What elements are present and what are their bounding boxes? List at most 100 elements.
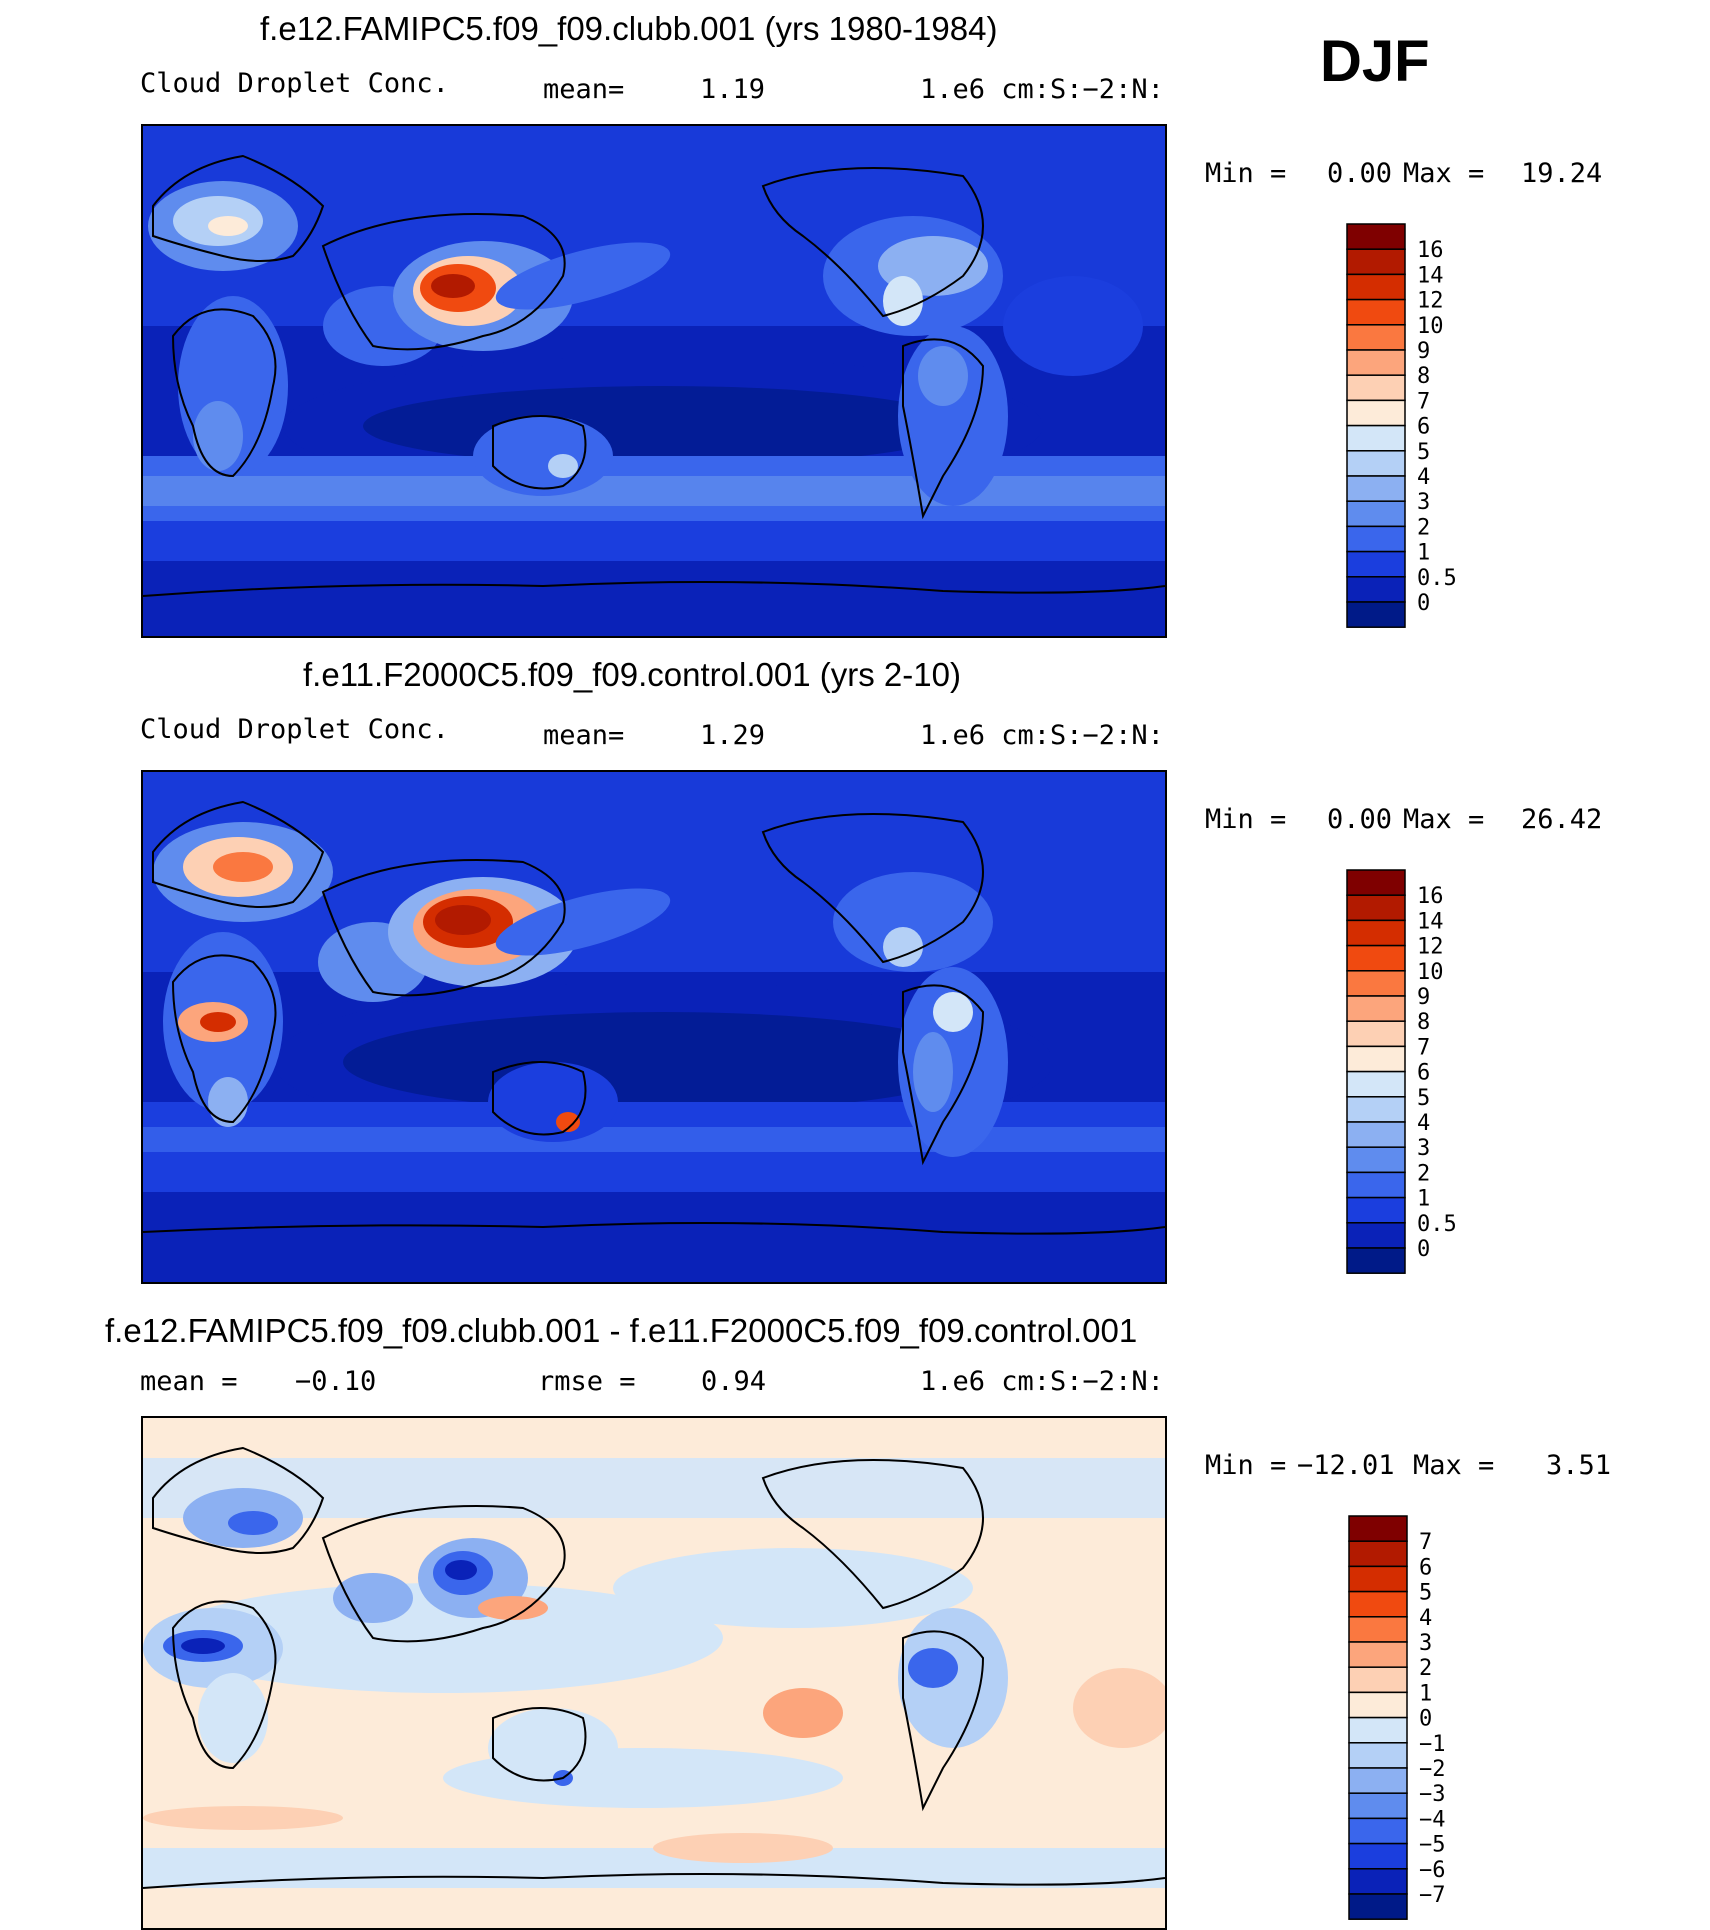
colorbar-swatch xyxy=(1346,869,1406,896)
colorbar-swatch xyxy=(1346,500,1406,528)
panel-2-min-value: 0.00 xyxy=(1327,804,1393,835)
panel-1-units: 1.e6 cm:S:−2:N: xyxy=(920,74,1164,105)
panel-3-rmse-label: rmse = xyxy=(538,1366,636,1397)
panel-1-map-svg xyxy=(143,126,1165,636)
colorbar-tick-label: 5 xyxy=(1417,440,1430,465)
colorbar-swatch xyxy=(1348,1716,1408,1744)
colorbar-swatch xyxy=(1348,1590,1408,1618)
colorbar-swatch xyxy=(1346,995,1406,1022)
colorbar-tick-label: 16 xyxy=(1417,238,1444,263)
colorbar-tick-label: 5 xyxy=(1417,1086,1430,1111)
colorbar-swatch xyxy=(1348,1616,1408,1643)
panel-2-mean-label: mean= xyxy=(543,720,625,751)
panel-2-max-label: Max = xyxy=(1403,804,1485,835)
panel-2-max-value: 26.42 xyxy=(1521,804,1603,835)
colorbar-tick-label: 12 xyxy=(1417,935,1444,960)
colorbar-swatch xyxy=(1348,1691,1408,1719)
colorbar-swatch xyxy=(1346,1020,1406,1048)
colorbar-swatch xyxy=(1348,1742,1408,1769)
colorbar-swatch xyxy=(1346,298,1406,326)
colorbar-tick-label: 1 xyxy=(1417,1187,1430,1212)
colorbar-tick-label: 14 xyxy=(1417,263,1444,288)
colorbar-swatch xyxy=(1346,1121,1406,1148)
season-label: DJF xyxy=(1320,29,1430,94)
panel-2-variable: Cloud Droplet Conc. xyxy=(140,714,449,745)
colorbar-tick-label: 16 xyxy=(1417,884,1444,909)
colorbar-swatch xyxy=(1346,475,1406,502)
colorbar-tick-label: 7 xyxy=(1419,1530,1432,1555)
colorbar-tick-label: 7 xyxy=(1417,389,1430,414)
colorbar-swatch xyxy=(1346,576,1406,603)
colorbar-swatch xyxy=(1346,450,1406,477)
panel-3-title: f.e12.FAMIPC5.f09_f09.clubb.001 - f.e11.… xyxy=(105,1312,1138,1349)
colorbar-tick-label: −1 xyxy=(1419,1732,1446,1757)
panel-3-max-value: 3.51 xyxy=(1546,1450,1612,1481)
colorbar-swatch xyxy=(1346,525,1406,553)
colorbar-tick-label: 0 xyxy=(1417,591,1430,616)
colorbar-tick-label: 14 xyxy=(1417,909,1444,934)
colorbar-swatch xyxy=(1346,273,1406,301)
panel-3-max-label: Max = xyxy=(1413,1450,1495,1481)
colorbar-tick-label: −7 xyxy=(1419,1883,1446,1908)
colorbar-swatch xyxy=(1346,550,1406,578)
panel-3-units: 1.e6 cm:S:−2:N: xyxy=(920,1366,1164,1397)
panel-3-min-value: −12.01 xyxy=(1297,1450,1395,1481)
colorbar-swatch xyxy=(1348,1515,1408,1542)
coastlines xyxy=(143,800,1165,1235)
colorbar-swatch xyxy=(1346,349,1406,376)
colorbar-tick-label: 10 xyxy=(1417,314,1444,339)
colorbar-tick-label: 12 xyxy=(1417,289,1444,314)
panel-2-title: f.e11.F2000C5.f09_f09.control.001 (yrs 2… xyxy=(303,656,961,693)
colorbar-swatch xyxy=(1348,1565,1408,1593)
panel-1-mean-value: 1.19 xyxy=(700,74,766,105)
colorbar-swatch xyxy=(1346,1196,1406,1224)
colorbar-tick-label: 1 xyxy=(1417,541,1430,566)
panel-2-colorbar: 16 14 12 10 9 8 7 6 5 4 3 2 1 0.5 0 xyxy=(1346,869,1487,1274)
colorbar-swatch xyxy=(1346,919,1406,947)
colorbar-tick-label: 0 xyxy=(1419,1707,1432,1732)
colorbar-tick-label: 5 xyxy=(1419,1581,1432,1606)
colorbar-swatch xyxy=(1348,1842,1408,1870)
panel-3-colorbar: 7 6 5 4 3 2 1 0 −1 −2 −3 −4 −5 −6 −7 xyxy=(1348,1515,1489,1920)
colorbar-tick-label: 6 xyxy=(1417,415,1430,440)
colorbar-swatch xyxy=(1346,248,1406,276)
panel-1-variable: Cloud Droplet Conc. xyxy=(140,68,449,99)
colorbar-tick-label: 3 xyxy=(1419,1631,1432,1656)
panel-3-mean-value: −0.10 xyxy=(295,1366,377,1397)
colorbar-swatch xyxy=(1348,1641,1408,1668)
panel-1-colorbar: 16 14 12 10 9 8 7 6 5 4 3 2 1 0.5 0 xyxy=(1346,223,1487,628)
panel-2-min-label: Min = xyxy=(1205,804,1287,835)
colorbar-tick-label: 4 xyxy=(1417,465,1430,490)
colorbar-tick-label: 7 xyxy=(1417,1035,1430,1060)
panel-1-title: f.e12.FAMIPC5.f09_f09.clubb.001 (yrs 198… xyxy=(260,10,998,47)
colorbar-tick-label: 2 xyxy=(1417,1161,1430,1186)
colorbar-swatch xyxy=(1346,374,1406,402)
colorbar-tick-label: 0 xyxy=(1417,1237,1430,1262)
colorbar-swatch xyxy=(1346,1045,1406,1073)
colorbar-tick-label: −6 xyxy=(1419,1858,1446,1883)
coastlines xyxy=(143,154,1165,597)
colorbar-swatch xyxy=(1348,1540,1408,1568)
colorbar-swatch xyxy=(1348,1817,1408,1845)
colorbar-tick-label: −5 xyxy=(1419,1833,1446,1858)
colorbar-swatch xyxy=(1346,324,1406,351)
colorbar-tick-label: 9 xyxy=(1417,985,1430,1010)
colorbar-swatch xyxy=(1346,970,1406,997)
colorbar-swatch xyxy=(1346,1171,1406,1199)
colorbar-tick-label: 1 xyxy=(1419,1681,1432,1706)
colorbar-swatch xyxy=(1346,223,1406,250)
colorbar-swatch xyxy=(1348,1792,1408,1820)
colorbar-tick-label: 4 xyxy=(1417,1111,1430,1136)
colorbar-tick-label: 8 xyxy=(1417,364,1430,389)
colorbar-swatch xyxy=(1348,1666,1408,1694)
colorbar-tick-label: 8 xyxy=(1417,1010,1430,1035)
colorbar-swatch xyxy=(1346,894,1406,922)
colorbar-swatch xyxy=(1346,424,1406,452)
panel-3-mean-label: mean = xyxy=(140,1366,238,1397)
colorbar-swatch xyxy=(1348,1893,1408,1920)
panel-1-map xyxy=(141,124,1167,638)
colorbar-tick-label: 3 xyxy=(1417,490,1430,515)
colorbar-tick-label: 4 xyxy=(1419,1606,1432,1631)
